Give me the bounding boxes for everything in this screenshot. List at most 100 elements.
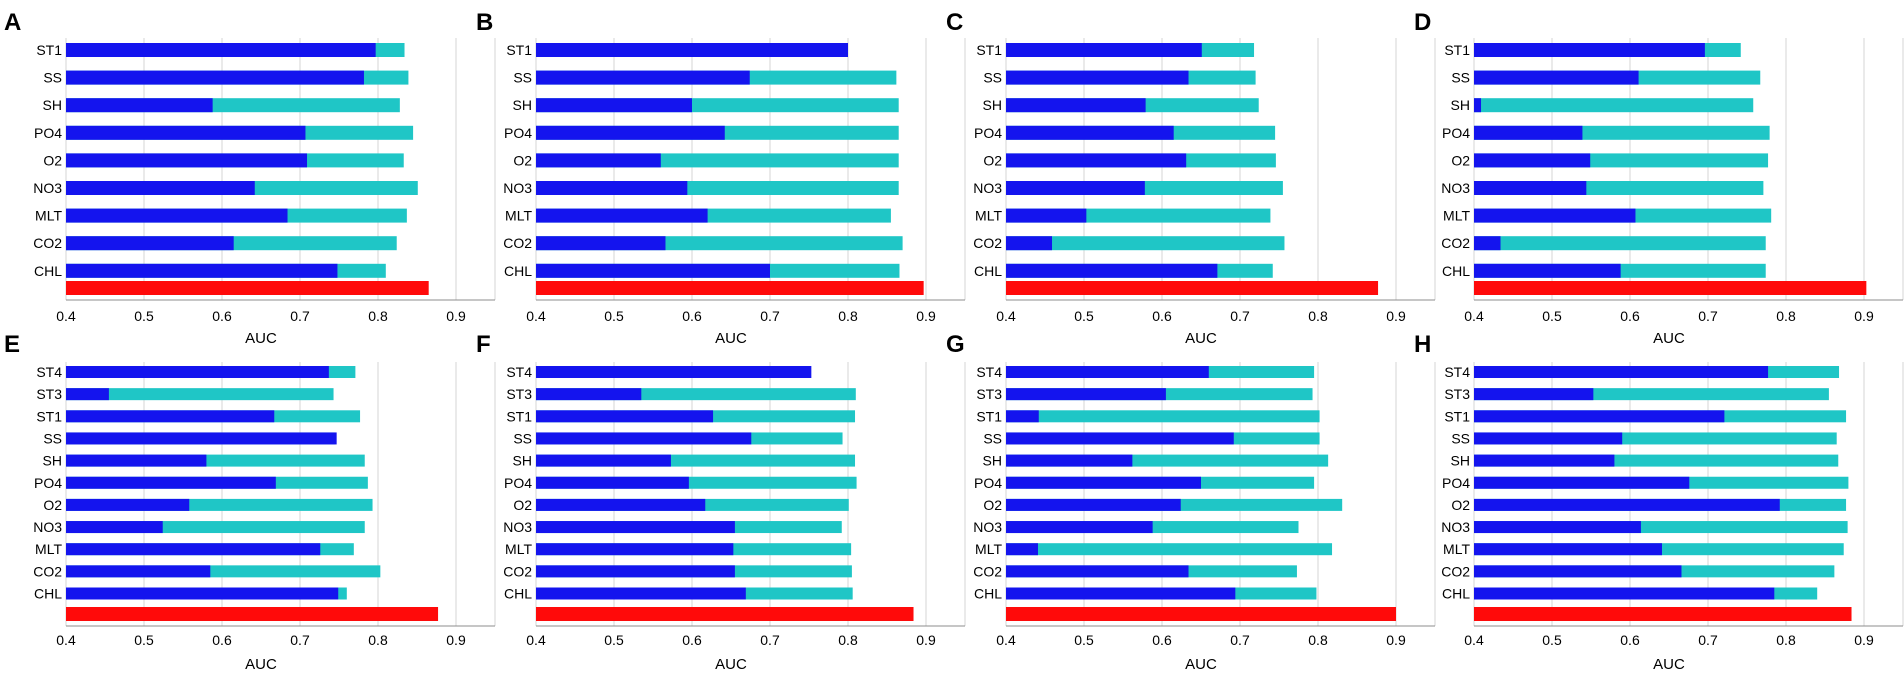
tick-label-g-2: 0.6 bbox=[1152, 632, 1172, 648]
category-label-f-po4: PO4 bbox=[504, 475, 532, 491]
category-label-g-sh: SH bbox=[983, 453, 1002, 469]
category-label-a-o2: O2 bbox=[43, 152, 62, 168]
category-label-b-co2: CO2 bbox=[503, 235, 532, 251]
category-label-h-st1: ST1 bbox=[1444, 408, 1470, 424]
category-label-f-st3: ST3 bbox=[506, 386, 532, 402]
bar-partial-a-st1 bbox=[66, 43, 376, 57]
panel-a: ST1 SS SH PO4 O2 NO3 MLT CO2 CHL 0.4 0.5 0.6 0.7 0.8 0… bbox=[4, 9, 496, 347]
axis-title-a: AUC bbox=[245, 330, 277, 347]
bar-partial-a-mlt bbox=[66, 208, 288, 223]
bar-partial-f-co2 bbox=[536, 565, 735, 578]
category-label-b-no3: NO3 bbox=[503, 180, 532, 196]
category-label-e-o2: O2 bbox=[43, 497, 62, 513]
tick-label-d-0: 0.4 bbox=[1464, 308, 1484, 324]
bar-partial-b-chl bbox=[536, 263, 770, 278]
bar-partial-d-o2 bbox=[1474, 153, 1591, 168]
category-label-d-chl: CHL bbox=[1442, 263, 1470, 279]
category-label-b-st1: ST1 bbox=[506, 42, 532, 58]
bar-partial-f-chl bbox=[536, 587, 746, 600]
bar-partial-e-st3 bbox=[66, 388, 109, 401]
bar-partial-f-sh bbox=[536, 454, 671, 467]
bar-partial-b-sh bbox=[536, 98, 692, 113]
category-label-h-o2: O2 bbox=[1451, 497, 1470, 513]
panel-letter-g: G bbox=[946, 331, 965, 358]
category-label-a-ss: SS bbox=[43, 70, 62, 86]
panel-b: ST1 SS SH PO4 O2 NO3 MLT CO2 CHL 0.4 0.5 0.6 0.7 0.8 0… bbox=[476, 9, 966, 347]
bar-total-b bbox=[536, 281, 924, 295]
tick-label-b-3: 0.7 bbox=[760, 308, 780, 324]
bar-partial-h-st3 bbox=[1474, 388, 1594, 401]
category-label-d-no3: NO3 bbox=[1441, 180, 1470, 196]
bar-full-g-st1 bbox=[1006, 410, 1320, 423]
category-label-a-co2: CO2 bbox=[33, 235, 62, 251]
bar-partial-h-ss bbox=[1474, 432, 1623, 445]
tick-label-h-3: 0.7 bbox=[1698, 632, 1718, 648]
panel-d: ST1 SS SH PO4 O2 NO3 MLT CO2 CHL 0.4 0.5 0.6 0.7 0.8 0… bbox=[1414, 9, 1904, 347]
axis-title-h: AUC bbox=[1653, 656, 1685, 673]
panel-f: ST4 ST3 ST1 SS SH PO4 O2 NO3 MLT CO2 CHL 0.4 0.5 0.6 0… bbox=[476, 331, 966, 673]
panel-letter-d: D bbox=[1414, 9, 1431, 36]
category-label-f-st4: ST4 bbox=[506, 364, 532, 380]
category-label-c-po4: PO4 bbox=[974, 125, 1002, 141]
category-label-h-sh: SH bbox=[1451, 453, 1470, 469]
tick-label-a-4: 0.8 bbox=[368, 308, 388, 324]
bar-partial-h-mlt bbox=[1474, 543, 1662, 556]
tick-label-h-0: 0.4 bbox=[1464, 632, 1484, 648]
category-label-b-po4: PO4 bbox=[504, 125, 532, 141]
bar-partial-b-no3 bbox=[536, 181, 688, 195]
bar-partial-a-co2 bbox=[66, 236, 234, 251]
bar-partial-e-st1 bbox=[66, 410, 275, 423]
panel-h: ST4 ST3 ST1 SS SH PO4 O2 NO3 MLT CO2 CHL 0.4 0.5 0.6 0… bbox=[1414, 331, 1904, 673]
tick-label-e-0: 0.4 bbox=[56, 632, 76, 648]
bar-partial-f-st1 bbox=[536, 410, 714, 423]
category-label-g-chl: CHL bbox=[974, 586, 1002, 602]
category-label-a-mlt: MLT bbox=[35, 208, 62, 224]
category-label-f-ss: SS bbox=[513, 430, 532, 446]
tick-label-a-0: 0.4 bbox=[56, 308, 76, 324]
category-label-g-po4: PO4 bbox=[974, 475, 1002, 491]
tick-label-e-4: 0.8 bbox=[368, 632, 388, 648]
category-label-c-chl: CHL bbox=[974, 263, 1002, 279]
tick-label-f-3: 0.7 bbox=[760, 632, 780, 648]
category-label-g-st3: ST3 bbox=[976, 386, 1002, 402]
panel-letter-c: C bbox=[946, 9, 963, 36]
category-label-h-co2: CO2 bbox=[1441, 563, 1470, 579]
bar-partial-h-no3 bbox=[1474, 521, 1641, 534]
tick-label-f-5: 0.9 bbox=[916, 632, 936, 648]
bar-full-d-sh bbox=[1474, 98, 1754, 113]
category-label-h-no3: NO3 bbox=[1441, 519, 1470, 535]
tick-label-h-5: 0.9 bbox=[1854, 632, 1874, 648]
category-label-d-o2: O2 bbox=[1451, 152, 1470, 168]
axis-title-f: AUC bbox=[715, 656, 747, 673]
tick-label-g-3: 0.7 bbox=[1230, 632, 1250, 648]
tick-label-c-0: 0.4 bbox=[996, 308, 1016, 324]
tick-label-d-1: 0.5 bbox=[1542, 308, 1562, 324]
category-label-e-st4: ST4 bbox=[36, 364, 62, 380]
tick-label-e-2: 0.6 bbox=[212, 632, 232, 648]
bar-partial-a-o2 bbox=[66, 153, 308, 168]
tick-label-c-5: 0.9 bbox=[1386, 308, 1406, 324]
tick-label-g-4: 0.8 bbox=[1308, 632, 1328, 648]
category-label-c-no3: NO3 bbox=[973, 180, 1002, 196]
bar-partial-e-chl bbox=[66, 587, 339, 600]
bar-partial-g-o2 bbox=[1006, 498, 1181, 511]
bar-partial-d-po4 bbox=[1474, 125, 1583, 140]
bar-partial-e-mlt bbox=[66, 543, 321, 556]
bar-partial-c-ss bbox=[1006, 70, 1189, 85]
category-label-d-ss: SS bbox=[1451, 70, 1470, 86]
category-label-b-o2: O2 bbox=[513, 152, 532, 168]
category-label-c-co2: CO2 bbox=[973, 235, 1002, 251]
tick-label-h-1: 0.5 bbox=[1542, 632, 1562, 648]
tick-label-e-3: 0.7 bbox=[290, 632, 310, 648]
tick-label-a-1: 0.5 bbox=[134, 308, 154, 324]
category-label-h-ss: SS bbox=[1451, 430, 1470, 446]
bar-full-d-co2 bbox=[1474, 236, 1766, 251]
category-label-d-po4: PO4 bbox=[1442, 125, 1470, 141]
bar-partial-c-no3 bbox=[1006, 181, 1145, 195]
category-label-g-o2: O2 bbox=[983, 497, 1002, 513]
bar-partial-d-sh bbox=[1474, 98, 1482, 113]
tick-label-b-0: 0.4 bbox=[526, 308, 546, 324]
category-label-f-sh: SH bbox=[513, 453, 532, 469]
bar-partial-e-po4 bbox=[66, 476, 276, 489]
category-label-d-co2: CO2 bbox=[1441, 235, 1470, 251]
